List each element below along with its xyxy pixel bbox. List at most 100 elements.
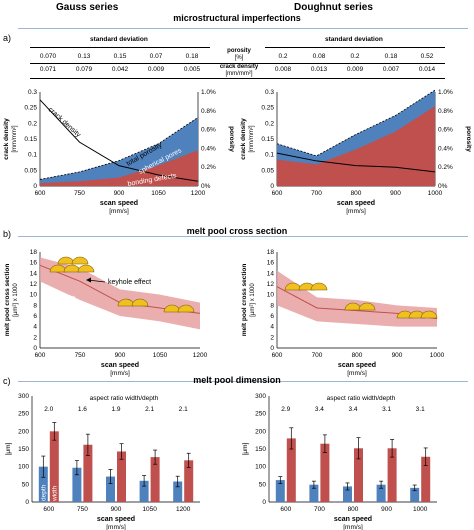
depth-series-label: depth bbox=[40, 484, 47, 501]
x-axis-unit: [mm/s] bbox=[343, 524, 363, 530]
y-tick-label: 300 bbox=[255, 393, 266, 400]
y-left-tick-label: 0.1 bbox=[265, 152, 274, 159]
aspect-ratio-value: 1.9 bbox=[111, 406, 120, 413]
table-cell: 0.070 bbox=[39, 53, 57, 60]
y-left-axis-label: crack density bbox=[3, 118, 10, 160]
chart-meltpool-dimension-gauss: 0 50 100 150 200 250 300 aspect ratio width/dep… bbox=[5, 393, 200, 530]
bonding-defects-area bbox=[40, 150, 198, 186]
y-axis-label: melt pool cross section bbox=[4, 264, 11, 337]
y-left-tick-label: 0.15 bbox=[261, 136, 274, 143]
x-tick-label: 1000 bbox=[428, 190, 443, 197]
y-right-tick-label: 0% bbox=[201, 183, 211, 190]
section-a-title: microstructural imperfections bbox=[173, 13, 301, 23]
x-tick-label: 600 bbox=[35, 352, 46, 359]
y-tick-label: 6 bbox=[270, 313, 274, 320]
x-axis-label: scan speed bbox=[101, 362, 139, 369]
y-left-tick-label: 0.3 bbox=[28, 89, 37, 96]
aspect-ratio-value: 2.0 bbox=[44, 406, 53, 413]
width-bar bbox=[117, 451, 126, 502]
table-cell: 0.042 bbox=[111, 66, 129, 73]
x-tick-label: 600 bbox=[35, 190, 46, 197]
row-unit: [%] bbox=[234, 55, 244, 61]
x-tick-label: 800 bbox=[348, 506, 359, 513]
table-cell: 0.2 bbox=[278, 53, 288, 60]
y-tick-label: 8 bbox=[33, 302, 37, 309]
row-label: porosity bbox=[227, 48, 251, 54]
row-label: crack density bbox=[219, 64, 259, 70]
depth-bar bbox=[376, 484, 386, 502]
x-tick-label: 900 bbox=[111, 506, 122, 513]
y-tick-label: 150 bbox=[255, 446, 266, 453]
aspect-ratio-value: 3.1 bbox=[382, 406, 391, 413]
y-tick-label: 18 bbox=[267, 249, 275, 256]
depth-bar bbox=[106, 476, 115, 502]
y-left-tick-label: 0.05 bbox=[24, 167, 37, 174]
section-a-letter: a) bbox=[3, 33, 12, 43]
y-right-axis-label: porosity bbox=[465, 126, 472, 152]
y-tick-label: 50 bbox=[259, 481, 267, 488]
y-right-tick-label: 0.4% bbox=[201, 145, 216, 152]
x-tick-label: 800 bbox=[351, 190, 362, 197]
keyhole-arrowhead bbox=[86, 277, 91, 283]
width-bar bbox=[387, 448, 397, 502]
y-tick-label: 6 bbox=[33, 313, 37, 320]
y-axis-unit: [μm²] x 1000 bbox=[250, 283, 256, 317]
x-tick-label: 1200 bbox=[193, 352, 208, 359]
table-cell: 0.007 bbox=[382, 66, 400, 73]
crack-density-line bbox=[276, 152, 436, 173]
table-rule bbox=[30, 63, 445, 64]
y-tick-label: 8 bbox=[270, 302, 274, 309]
y-right-tick-label: 0.2% bbox=[438, 164, 453, 171]
section-b-title: melt pool cross section bbox=[186, 226, 288, 236]
y-tick-label: 0 bbox=[33, 345, 37, 352]
x-tick-label: 900 bbox=[390, 190, 401, 197]
depth-bar bbox=[275, 480, 285, 502]
y-tick-label: 4 bbox=[33, 324, 37, 331]
x-tick-label: 750 bbox=[74, 190, 85, 197]
y-tick-label: 16 bbox=[30, 260, 38, 267]
depth-bar bbox=[309, 484, 319, 502]
section-divider bbox=[18, 28, 468, 29]
table-cell: 0.079 bbox=[75, 66, 93, 73]
row-unit: [mm/mm²] bbox=[225, 71, 253, 77]
section-divider bbox=[18, 381, 468, 382]
y-tick-label: 150 bbox=[18, 446, 29, 453]
y-right-tick-label: 1.0% bbox=[201, 89, 216, 96]
x-tick-label: 1200 bbox=[191, 190, 206, 197]
table-cell: 0.071 bbox=[39, 66, 57, 73]
y-tick-label: 4 bbox=[270, 324, 274, 331]
section-c-title: melt pool dimension bbox=[193, 375, 281, 385]
y-tick-label: 50 bbox=[22, 481, 30, 488]
x-axis-label: scan speed bbox=[337, 200, 375, 207]
x-tick-label: 750 bbox=[77, 506, 88, 513]
y-left-tick-label: 0.15 bbox=[24, 136, 37, 143]
width-bar bbox=[150, 457, 160, 502]
depth-bar bbox=[173, 481, 183, 502]
gauss-series-title: Gauss series bbox=[56, 2, 119, 13]
x-tick-label: 750 bbox=[75, 352, 86, 359]
aspect-ratio-value: 2.9 bbox=[281, 406, 290, 413]
x-tick-label: 900 bbox=[115, 352, 126, 359]
section-b-letter: b) bbox=[3, 229, 12, 239]
y-left-tick-label: 0.05 bbox=[261, 167, 274, 174]
depth-bar bbox=[38, 466, 48, 502]
x-tick-label: 700 bbox=[314, 506, 325, 513]
y-tick-label: 2 bbox=[33, 334, 37, 341]
width-bar bbox=[49, 431, 59, 502]
y-tick-label: 200 bbox=[18, 428, 29, 435]
bonding-defects-area bbox=[277, 106, 435, 186]
porosity-row-label: porosity [%] bbox=[214, 48, 264, 62]
mean-annotation: mean bbox=[58, 291, 77, 302]
table-row: 0.070 0.13 0.15 0.07 0.18 bbox=[30, 50, 210, 63]
gauss-sd-table: 0.070 0.13 0.15 0.07 0.18 0.071 0.079 0.… bbox=[30, 50, 210, 76]
y-left-axis-label: crack density bbox=[240, 118, 247, 160]
x-axis-unit: [mm/s] bbox=[106, 524, 126, 530]
doughnut-sd-table: 0.2 0.08 0.2 0.18 0.52 0.008 0.013 0.009… bbox=[265, 50, 445, 76]
section-c-letter: c) bbox=[3, 376, 11, 386]
y-left-axis-unit: [mm/mm²] bbox=[249, 125, 255, 152]
y-left-tick-label: 0.25 bbox=[261, 105, 274, 112]
y-tick-label: 10 bbox=[30, 292, 38, 299]
width-bar bbox=[354, 448, 363, 502]
melt-pool-shape bbox=[177, 304, 195, 313]
std-deviation-band bbox=[40, 257, 200, 330]
